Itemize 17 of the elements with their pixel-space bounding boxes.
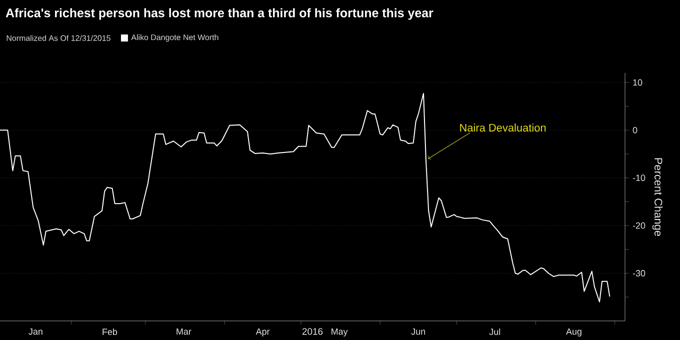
x-tick-label: Aug (566, 328, 582, 336)
y-axis-title: Percent Change (652, 158, 663, 236)
x-tick-label: Jan (28, 328, 42, 335)
y-tick-label: 0 (632, 126, 638, 134)
annotation: Naira Devaluation (460, 124, 546, 132)
chart-title: Africa's richest person has lost more than a third of his fortune this year (6, 8, 434, 20)
y-tick-label: -30 (632, 270, 646, 276)
x-tick-label: May (332, 328, 348, 336)
y-tick-label: -20 (632, 222, 646, 229)
x-tick-label: Apr (256, 328, 270, 336)
x-axis-title: 2016 (302, 328, 323, 335)
x-tick-label: Jun (411, 328, 426, 335)
x-tick-label: Jul (489, 328, 500, 336)
x-tick-label: Feb (102, 328, 118, 336)
x-tick-label: Mar (176, 328, 192, 335)
y-tick-label: -10 (632, 174, 646, 182)
y-tick-label: 10 (633, 79, 642, 86)
